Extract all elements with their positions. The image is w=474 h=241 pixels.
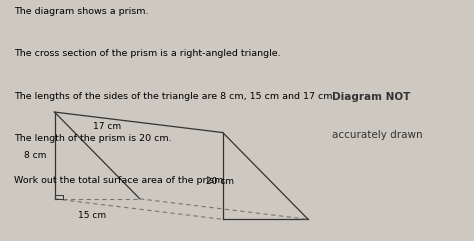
Text: The cross section of the prism is a right-angled triangle.: The cross section of the prism is a righ… <box>14 49 281 58</box>
Text: accurately drawn: accurately drawn <box>332 130 422 140</box>
Text: The length of the prism is 20 cm.: The length of the prism is 20 cm. <box>14 134 172 143</box>
Text: 17 cm: 17 cm <box>92 122 121 131</box>
Text: The lengths of the sides of the triangle are 8 cm, 15 cm and 17 cm.: The lengths of the sides of the triangle… <box>14 92 336 100</box>
Text: The diagram shows a prism.: The diagram shows a prism. <box>14 7 149 16</box>
Text: Diagram NOT: Diagram NOT <box>332 92 410 101</box>
Text: 15 cm: 15 cm <box>78 211 107 220</box>
Text: 8 cm: 8 cm <box>24 151 47 160</box>
Text: Work out the total surface area of the prism.: Work out the total surface area of the p… <box>14 176 227 185</box>
Text: 20 cm: 20 cm <box>206 177 235 187</box>
